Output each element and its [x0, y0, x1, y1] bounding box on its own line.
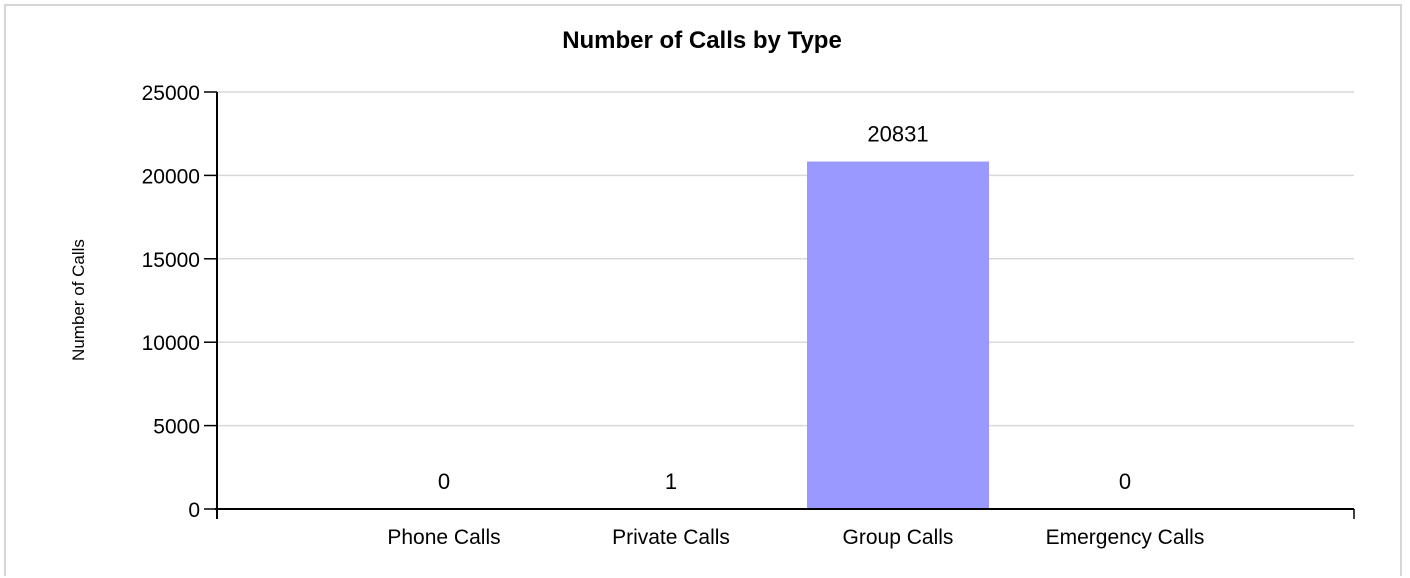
data-label: 20831 — [867, 122, 928, 147]
bar — [807, 161, 989, 509]
axes — [204, 91, 1355, 519]
data-label: 1 — [665, 469, 677, 494]
y-tick-label: 15000 — [142, 249, 200, 272]
y-tick-label: 5000 — [153, 416, 200, 439]
y-tick-label: 10000 — [142, 332, 200, 355]
y-tick-label: 0 — [188, 499, 200, 522]
bars — [580, 161, 989, 509]
labels: 0 5000 10000 15000 20000 25000 Phone Calls 0 Pri… — [142, 82, 1205, 549]
chart-frame — [4, 4, 1402, 576]
gridlines — [217, 91, 1354, 427]
data-label: 0 — [438, 469, 450, 494]
data-label: 0 — [1119, 469, 1131, 494]
x-tick-label: Emergency Calls — [1046, 526, 1205, 549]
chart-title: Number of Calls by Type — [562, 27, 842, 54]
x-tick-label: Group Calls — [843, 526, 954, 549]
y-axis-label: Number of Calls — [69, 239, 88, 361]
y-tick-label: 20000 — [142, 165, 200, 188]
x-tick-label: Private Calls — [612, 526, 730, 549]
y-tick-label: 25000 — [142, 82, 200, 105]
x-tick-label: Phone Calls — [387, 526, 500, 549]
